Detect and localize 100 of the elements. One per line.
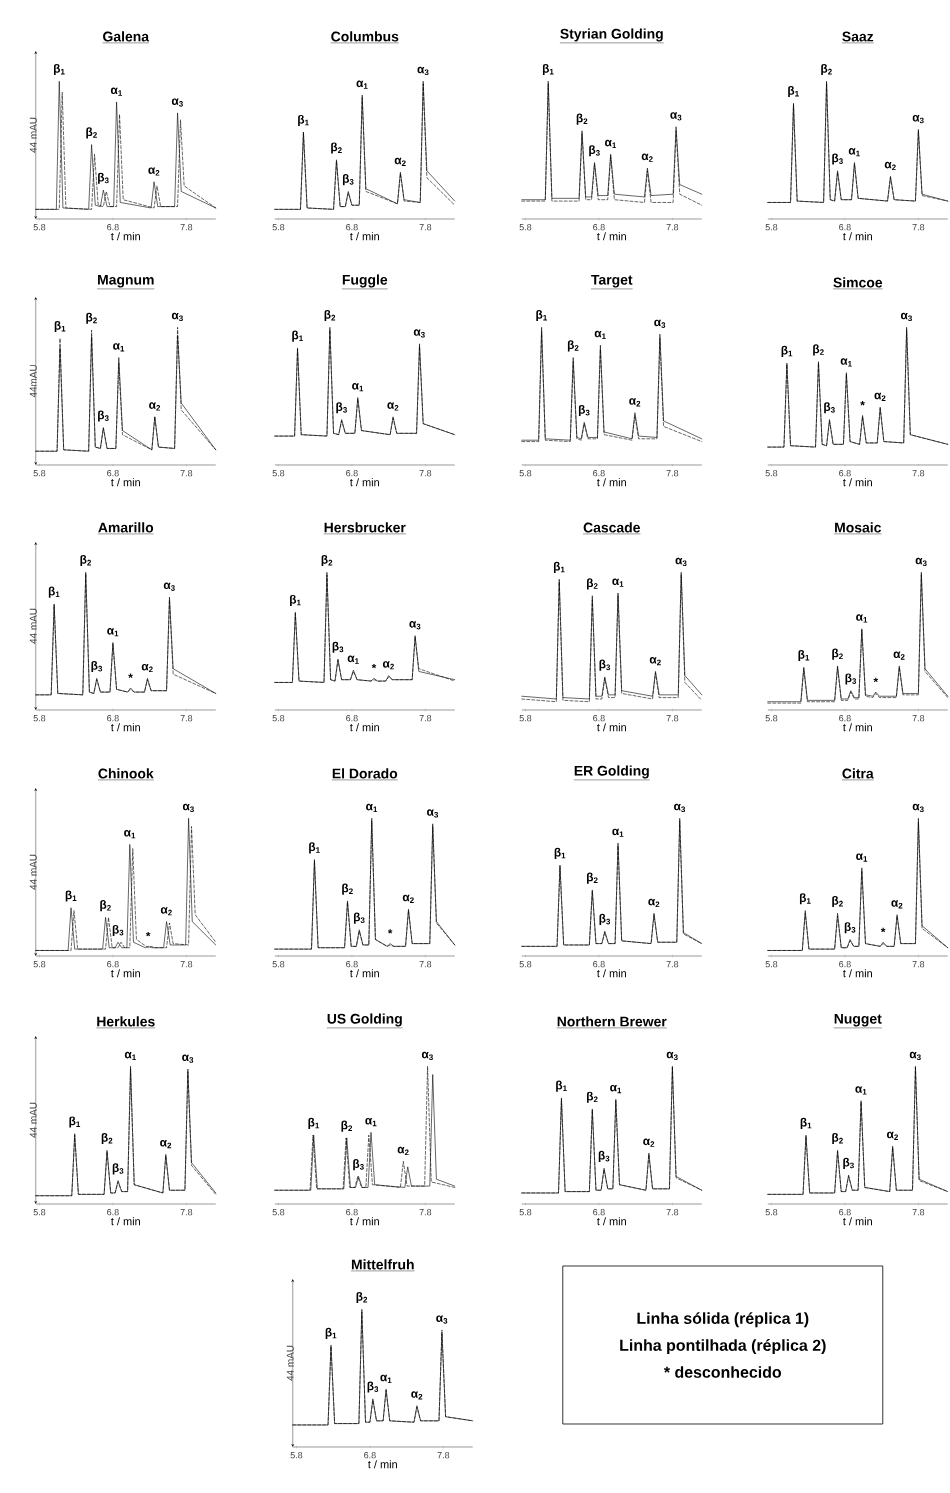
text: Linha sólida (réplica 1) bbox=[637, 1312, 809, 1328]
annotation: β$_{3}$ bbox=[98, 410, 109, 422]
x-tick-label: 5.8 bbox=[272, 470, 285, 477]
annotation: α$_{2}$ bbox=[887, 1131, 899, 1140]
x-axis-title: t / min bbox=[843, 723, 873, 732]
annotation: α$_{2}$ bbox=[649, 657, 661, 666]
x-tick-label: 5.8 bbox=[272, 715, 285, 722]
annotation: * bbox=[371, 663, 377, 669]
annotation: α$_{1}$ bbox=[612, 828, 624, 837]
chart-title: Chinook bbox=[98, 768, 154, 779]
annotation: α$_{1}$ bbox=[594, 330, 606, 339]
x-tick-label: 5.8 bbox=[33, 961, 46, 968]
x-axis-title: t / min bbox=[597, 232, 627, 241]
annotation: α$_{1}$ bbox=[124, 830, 136, 839]
x-tick-label: 6.8 bbox=[346, 1209, 358, 1216]
x-tick-label: 7.8 bbox=[912, 470, 925, 477]
annotation: α$_{1}$ bbox=[605, 139, 617, 149]
x-tick-label: 6.8 bbox=[107, 715, 119, 722]
annotation: β$_{1}$ bbox=[298, 114, 309, 127]
x-tick-label: 7.8 bbox=[666, 1209, 679, 1216]
x-tick-label: 6.8 bbox=[593, 1209, 605, 1216]
annotation: β$_{2}$ bbox=[324, 309, 336, 322]
annotation: α$_{3}$ bbox=[183, 803, 195, 813]
x-axis-title: t / min bbox=[350, 969, 380, 978]
annotation: β$_{1}$ bbox=[325, 1327, 337, 1339]
annotation: β$_{3}$ bbox=[354, 912, 365, 924]
annotation: α$_{1}$ bbox=[347, 655, 359, 664]
annotation: β$_{1}$ bbox=[556, 1080, 567, 1092]
annotation: α$_{3}$ bbox=[675, 557, 687, 567]
annotation: α$_{2}$ bbox=[387, 402, 399, 411]
x-axis-title: t / min bbox=[597, 478, 627, 487]
annotation: β$_{1}$ bbox=[798, 649, 810, 662]
annotation: α$_{1}$ bbox=[848, 148, 860, 157]
annotation: * bbox=[873, 677, 879, 683]
annotation: β$_{2}$ bbox=[86, 127, 98, 139]
annotation: α$_{3}$ bbox=[436, 1315, 448, 1324]
annotation: α$_{3}$ bbox=[912, 114, 924, 124]
annotation: β$_{3}$ bbox=[112, 1163, 124, 1175]
annotation: α$_{1}$ bbox=[856, 614, 868, 623]
annotation: α$_{1}$ bbox=[352, 383, 364, 392]
annotation: β$_{2}$ bbox=[331, 142, 342, 154]
x-tick-label: 7.8 bbox=[666, 715, 679, 722]
x-axis-title: t / min bbox=[843, 478, 873, 487]
chart-title: US Golding bbox=[327, 1013, 402, 1027]
x-tick-label: 7.8 bbox=[437, 1452, 450, 1459]
x-axis-title: t / min bbox=[350, 1217, 380, 1226]
chart-title: Magnum bbox=[98, 274, 154, 288]
annotation: α$_{3}$ bbox=[909, 1051, 921, 1061]
annotation: β$_{1}$ bbox=[65, 890, 77, 902]
annotation: β$_{3}$ bbox=[353, 1159, 364, 1171]
chart-title: Simcoe bbox=[833, 277, 883, 288]
x-tick-label: 6.8 bbox=[593, 470, 605, 477]
annotation: α$_{2}$ bbox=[884, 161, 896, 171]
annotation: β$_{3}$ bbox=[579, 404, 590, 417]
x-axis-title: t / min bbox=[350, 723, 380, 732]
x-tick-label: 5.8 bbox=[272, 1209, 285, 1216]
x-tick-label: 6.8 bbox=[839, 961, 851, 968]
x-tick-label: 7.8 bbox=[419, 1209, 432, 1216]
x-tick-label: 5.8 bbox=[519, 224, 532, 231]
text: Linha pontilhada (réplica 2) bbox=[620, 1339, 826, 1355]
y-axis-title: 44 mAU bbox=[286, 1345, 294, 1381]
annotation: β$_{2}$ bbox=[86, 312, 98, 324]
x-tick-label: 6.8 bbox=[593, 961, 605, 968]
chart-title: Nugget bbox=[834, 1013, 882, 1027]
x-axis-title: t / min bbox=[350, 478, 380, 487]
annotation: α$_{2}$ bbox=[411, 1391, 423, 1400]
x-axis-title: t / min bbox=[597, 723, 627, 732]
annotation: α$_{1}$ bbox=[366, 803, 378, 813]
annotation: β$_{2}$ bbox=[341, 1120, 353, 1132]
annotation: β$_{1}$ bbox=[308, 1117, 320, 1129]
annotation: β$_{2}$ bbox=[832, 648, 843, 660]
chart-title: Herkules bbox=[97, 1016, 155, 1027]
x-tick-label: 7.8 bbox=[419, 470, 432, 477]
x-tick-label: 5.8 bbox=[290, 1452, 303, 1459]
chart-title: Mosaic bbox=[835, 522, 882, 533]
annotation: α$_{1}$ bbox=[610, 1084, 622, 1094]
annotation: β$_{1}$ bbox=[54, 63, 65, 76]
y-axis-title: 44 mAU bbox=[29, 1102, 37, 1138]
annotation: α$_{1}$ bbox=[856, 853, 868, 862]
annotation: β$_{1}$ bbox=[800, 893, 811, 905]
x-tick-label: 6.8 bbox=[107, 224, 119, 231]
x-tick-label: 6.8 bbox=[346, 715, 358, 722]
x-axis-title: t / min bbox=[843, 232, 873, 241]
chart-title: El Dorado bbox=[332, 768, 398, 779]
annotation: α$_{3}$ bbox=[912, 803, 924, 813]
chart-title: Citra bbox=[842, 768, 874, 779]
annotation: β$_{2}$ bbox=[821, 63, 832, 76]
annotation: α$_{2}$ bbox=[402, 894, 414, 903]
x-tick-label: 5.8 bbox=[272, 224, 285, 231]
x-tick-label: 5.8 bbox=[33, 715, 46, 722]
chart-title: Cascade bbox=[583, 522, 641, 533]
annotation: α$_{1}$ bbox=[124, 1051, 137, 1061]
x-tick-label: 7.8 bbox=[666, 961, 679, 968]
x-tick-label: 7.8 bbox=[419, 224, 432, 231]
annotation: α$_{3}$ bbox=[427, 809, 439, 818]
x-tick-label: 7.8 bbox=[180, 715, 193, 722]
x-axis-title: t / min bbox=[111, 478, 141, 487]
annotation: α$_{3}$ bbox=[417, 66, 429, 76]
x-tick-label: 6.8 bbox=[593, 224, 605, 231]
y-axis-title: 44 mAU bbox=[29, 117, 37, 153]
